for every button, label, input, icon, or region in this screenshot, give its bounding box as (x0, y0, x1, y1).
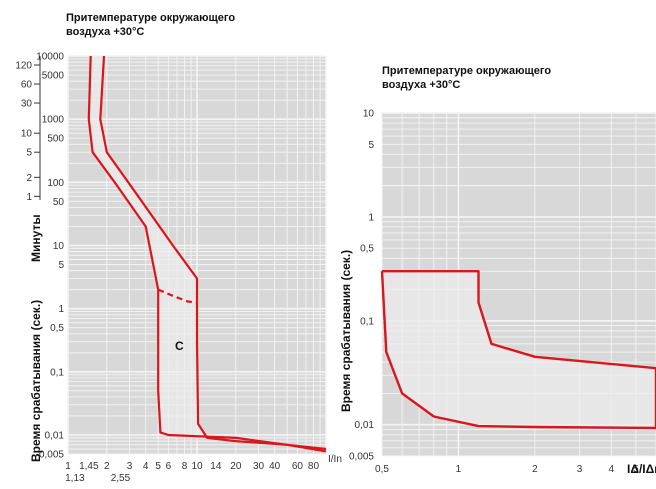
chart-1-minutes-tick-label: 60 (21, 80, 33, 91)
chart-1-xtick-label: 8 (182, 461, 188, 472)
chart-1-xlabel: I/In (328, 454, 342, 465)
chart-1-xtick-label: 1 (65, 461, 71, 472)
chart-2-xtick-label: 0,5 (375, 464, 389, 475)
chart-1-xtick-label: 2 (104, 461, 110, 472)
chart-2: Притемпературе окружающего воздуха +30°С… (339, 65, 656, 476)
chart-2-xtick-label: 3 (577, 464, 583, 475)
chart-2-series (380, 270, 656, 430)
chart-1-minutes-tick-label: 120 (15, 61, 32, 72)
chart-1-series-lower-curve (87, 55, 327, 453)
chart-1-xtick-label: 60 (292, 461, 304, 472)
chart-1-xtick-label: 3 (127, 461, 133, 472)
chart-2-ytick-label: 0,5 (360, 244, 374, 255)
chart-1-ytick-label: 1 (58, 304, 64, 315)
chart-1-xtick-label: 1,13 (65, 473, 85, 484)
chart-1-ytick-label: 0,01 (45, 430, 65, 441)
chart-1-minutes-tick-label: 1 (26, 192, 32, 203)
chart-2-band (382, 271, 656, 428)
chart-1-series (87, 55, 327, 453)
chart-2-title-line-2: воздуха +30°С (382, 79, 460, 91)
chart-1-xtick-label: 1,45 (79, 461, 99, 472)
chart-1-xtick-label: 4 (143, 461, 149, 472)
chart-1-ylabel-minutes: Минуты (29, 214, 43, 262)
chart-1-ytick-label: 5000 (42, 71, 65, 82)
chart-1-ytick-label: 10000 (36, 52, 64, 63)
chart-1-title-line-2: воздуха +30°С (66, 26, 144, 38)
chart-2-xtick-label: 1 (456, 464, 462, 475)
chart-1-annotation: C (175, 339, 184, 353)
chart-1-xtick-label: 14 (210, 461, 222, 472)
chart-1-xtick-label: 5 (155, 461, 161, 472)
chart-1-ytick-label: 50 (53, 197, 65, 208)
chart-2-title-line-1: Притемпературе окружающего (382, 65, 551, 77)
chart-2-ytick-label: 0,005 (349, 452, 374, 463)
chart-2-xlabel: IΔ/IΔn (627, 462, 656, 476)
chart-1-ytick-label: 0,5 (50, 323, 64, 334)
chart-1-minutes-tick-label: 5 (26, 148, 32, 159)
chart-2-ytick-label: 10 (363, 109, 375, 120)
chart-1-xtick-label: 80 (308, 461, 320, 472)
chart-1-ylabel: Время срабатывания (сек.) (29, 300, 43, 462)
chart-1-xtick-label: 30 (253, 461, 265, 472)
chart-1-ytick-label: 1000 (42, 115, 65, 126)
chart-1-dashed-segment (157, 288, 198, 304)
chart-1-ytick-label: 5 (58, 260, 64, 271)
chart-1-minutes-tick-label: 10 (21, 129, 33, 140)
chart-2-tolerance-band (382, 271, 656, 428)
chart-1-xtick-label: 40 (269, 461, 281, 472)
chart-1-title: Притемпературе окружающего воздуха +30°С (66, 12, 238, 38)
chart-1-series-upper-curve (99, 55, 327, 451)
chart-2-ylabel: Время срабатывания (сек.) (339, 250, 353, 412)
chart-1-ytick-label: 10 (53, 241, 65, 252)
chart-2-xtick-label: 2 (532, 464, 538, 475)
chart-2-series-lower-curve (380, 271, 656, 430)
chart-1: Притемпературе окружающего воздуха +30°С… (15, 12, 342, 484)
chart-1-title-line-1: Притемпературе окружающего (66, 12, 235, 24)
chart-2-series-upper-curve (382, 270, 656, 370)
chart-1-ytick-label: 500 (47, 134, 64, 145)
chart-1-ticks: 10000 5000 1000 500 100 50 10 5 1 0,5 0,1 0,01 0,005… (15, 52, 319, 485)
chart-1-xtick-label: 2,55 (111, 473, 131, 484)
chart-1-minutes-tick-label: 30 (21, 99, 33, 110)
chart-1-ytick-label: 0,005 (39, 450, 64, 461)
chart-1-xtick-label: 6 (166, 461, 172, 472)
chart-1-grid (67, 55, 327, 455)
chart-2-ytick-label: 0,1 (360, 316, 374, 327)
chart-2-ytick-label: 0,01 (355, 420, 375, 431)
chart-1-xtick-label: 10 (191, 461, 203, 472)
chart-2-ytick-label: 1 (368, 212, 374, 223)
chart-1-ytick-label: 0,1 (50, 367, 64, 378)
chart-2-xtick-label: 5 (633, 464, 639, 475)
chart-2-xtick-label: 4 (609, 464, 615, 475)
chart-2-ytick-label: 5 (368, 140, 374, 151)
chart-1-xtick-label: 20 (230, 461, 242, 472)
chart-1-minutes-tick-label: 2 (26, 173, 32, 184)
chart-2-title: Притемпературе окружающего воздуха +30°С (382, 65, 554, 91)
chart-1-ytick-label: 100 (47, 178, 64, 189)
